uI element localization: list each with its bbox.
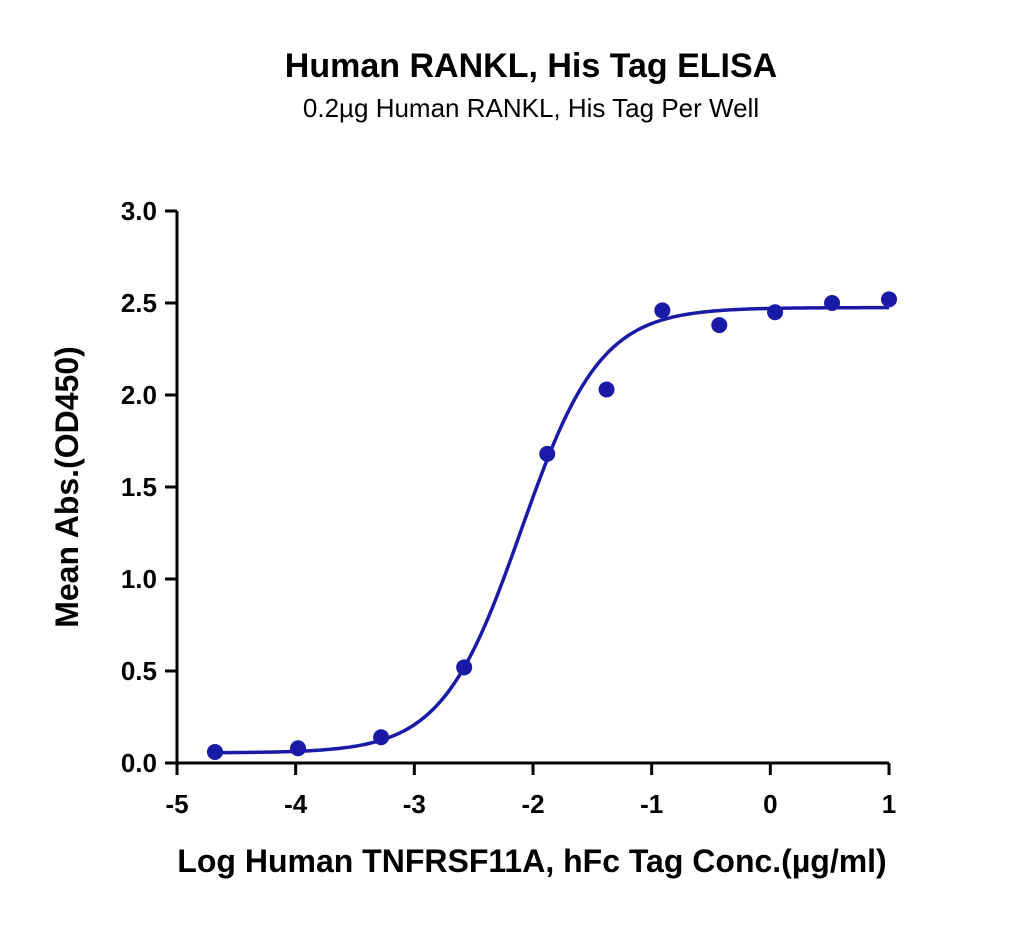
x-axis-title: Log Human TNFRSF11A, hFc Tag Conc.(µg/ml… [177,843,886,879]
data-point [824,295,841,311]
y-tick-label: 0.0 [121,748,157,778]
x-tick-label: -4 [284,789,308,819]
data-point [539,445,556,462]
data-points [206,291,897,760]
data-point [373,729,390,746]
chart-subtitle: 0.2µg Human RANKL, His Tag Per Well [303,93,759,123]
data-point [598,381,615,398]
data-point [654,302,671,319]
x-tick-label: -1 [640,789,663,819]
x-tick-label: 1 [882,789,896,819]
x-tick-label: -3 [403,789,426,819]
y-ticks: 0.0 0.5 1.0 1.5 2.0 2.5 3.0 [121,196,177,778]
data-point [767,304,784,321]
y-tick-label: 3.0 [121,196,157,226]
x-tick-label: -2 [521,789,544,819]
y-tick-label: 1.5 [121,472,157,502]
chart-title: Human RANKL, His Tag ELISA [285,47,777,85]
y-tick-label: 2.0 [121,380,157,410]
data-point [206,743,223,760]
x-tick-label: -5 [165,789,188,819]
axes [175,211,889,765]
y-tick-label: 2.5 [121,288,157,318]
data-point [711,317,728,334]
data-point [290,740,307,757]
x-ticks: -5 -4 -3 -2 -1 0 1 [165,763,896,819]
fit-curve [214,305,889,755]
y-tick-label: 0.5 [121,656,157,686]
data-point [456,659,473,676]
y-axis-title: Mean Abs.(OD450) [49,346,85,628]
data-point [881,291,897,308]
x-tick-label: 0 [763,789,777,819]
y-tick-label: 1.0 [121,564,157,594]
